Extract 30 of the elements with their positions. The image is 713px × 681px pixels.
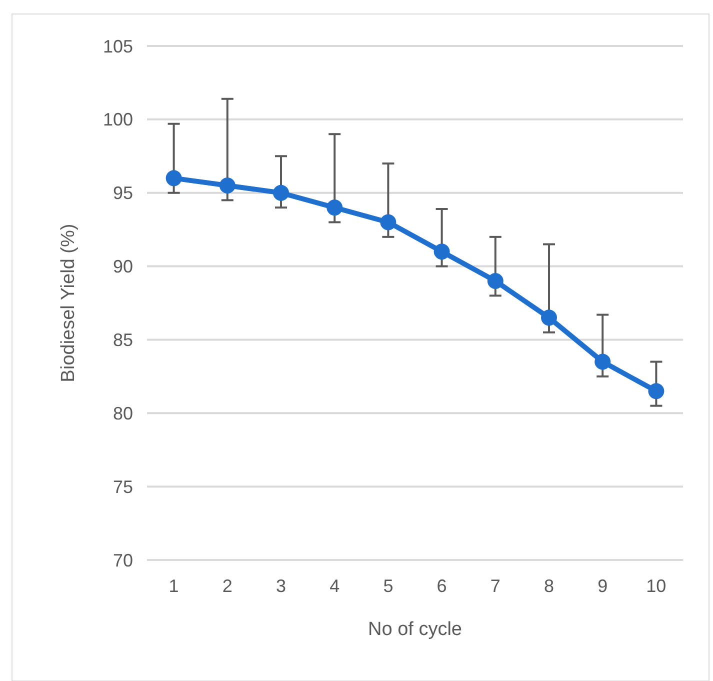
point — [648, 383, 664, 400]
x-axis-title: No of cycle — [368, 619, 462, 640]
y-tick-label: 75 — [112, 476, 133, 497]
y-tick-label: 70 — [112, 550, 133, 570]
x-tick-label: 8 — [544, 576, 554, 596]
x-tick-label: 2 — [222, 576, 232, 596]
x-tick-label: 10 — [646, 576, 666, 596]
y-axis-title: Biodiesel Yield (%) — [58, 224, 79, 382]
x-tick-label: 5 — [383, 576, 394, 596]
point — [594, 354, 611, 370]
point — [326, 200, 343, 216]
point — [273, 184, 289, 201]
y-tick-label: 105 — [102, 36, 133, 56]
point — [380, 214, 396, 230]
y-tick-label: 85 — [112, 330, 133, 350]
x-tick-label: 6 — [436, 576, 447, 596]
x-tick-label: 4 — [330, 576, 340, 596]
point — [434, 244, 450, 260]
y-tick-label: 80 — [112, 403, 133, 424]
y-tick-label: 100 — [102, 110, 133, 130]
x-tick-label: 7 — [490, 576, 500, 596]
y-tick-label: 90 — [112, 256, 133, 277]
point — [166, 170, 182, 186]
point — [219, 178, 236, 194]
y-tick-label: 95 — [112, 183, 133, 204]
point — [487, 272, 504, 289]
x-tick-label: 3 — [276, 576, 286, 596]
x-tick-label: 9 — [598, 576, 608, 596]
x-tick-label: 1 — [168, 576, 179, 596]
point — [541, 310, 557, 326]
